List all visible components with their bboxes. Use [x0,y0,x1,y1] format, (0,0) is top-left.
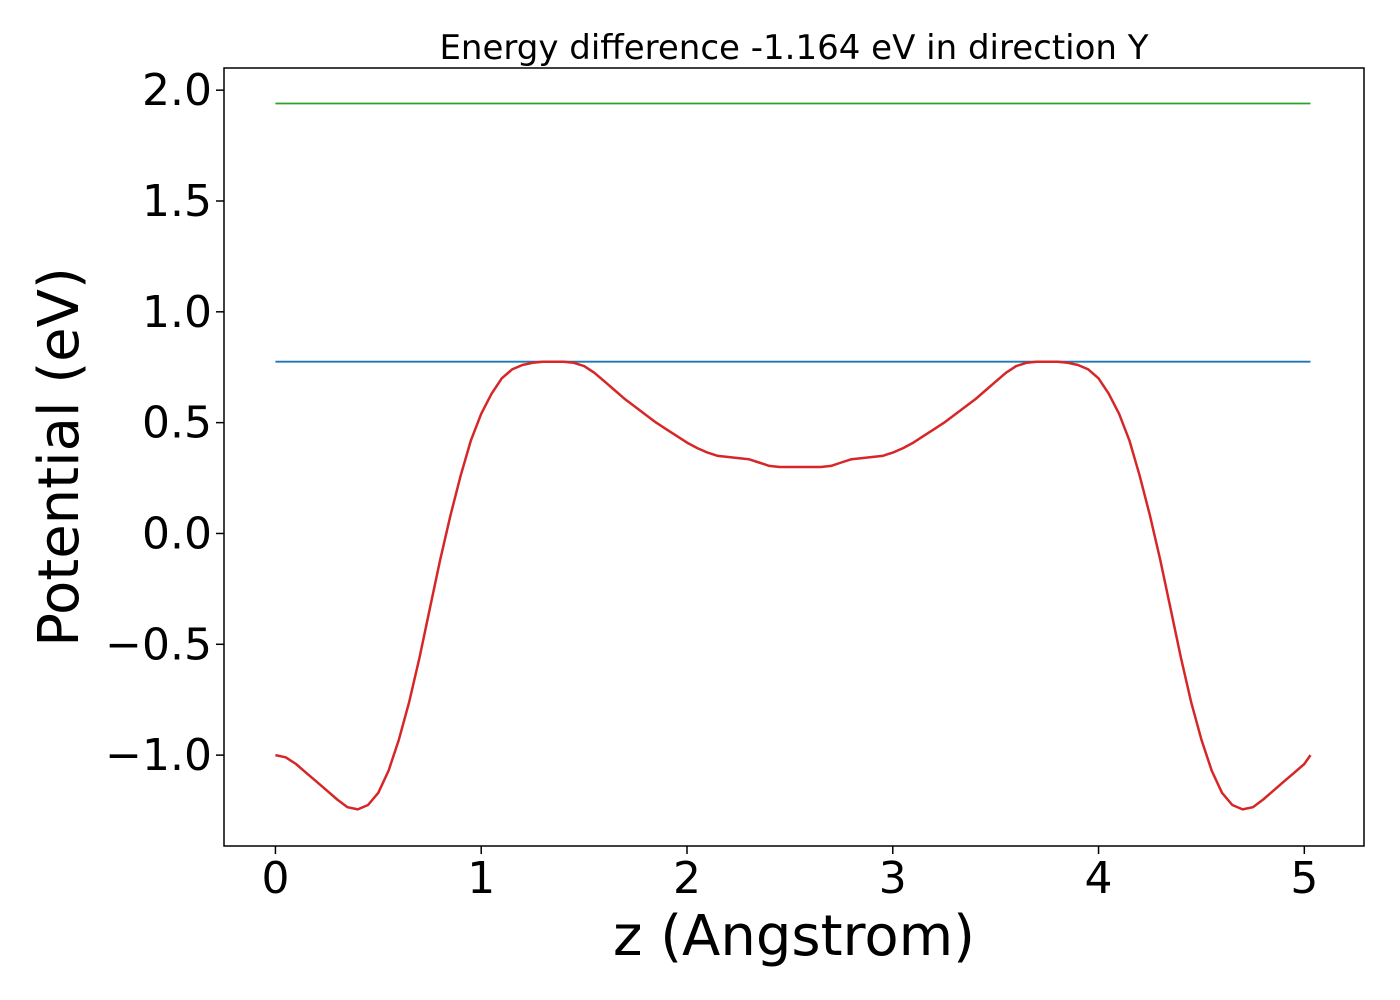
x-tick-label: 5 [1290,853,1318,904]
y-tick-label: 2.0 [142,65,212,116]
x-tick-label: 1 [467,853,495,904]
y-axis-label: Potential (eV) [27,267,92,647]
x-tick-label: 4 [1085,853,1113,904]
x-tick-label: 2 [673,853,701,904]
y-tick-label: 1.0 [142,287,212,338]
x-axis-label: z (Angstrom) [613,904,975,969]
plot-frame [223,67,1365,847]
y-tick-label: 0.0 [142,508,212,559]
y-tick-label: 0.5 [142,398,212,449]
chart-title: Energy difference -1.164 eV in direction… [439,28,1148,68]
series-layer [275,102,1312,811]
x-tick-label: 3 [879,853,907,904]
y-tick-label: −0.5 [105,619,212,670]
y-tick-label: 1.5 [142,176,212,227]
x-tick-label: 0 [261,853,289,904]
potential-curve [275,360,1312,811]
y-tick-label: −1.0 [105,730,212,781]
y-axis: −1.0 −0.5 0.0 0.5 1.0 1.5 2.0 [105,65,224,781]
x-axis: 0 1 2 3 4 5 [261,846,1318,904]
